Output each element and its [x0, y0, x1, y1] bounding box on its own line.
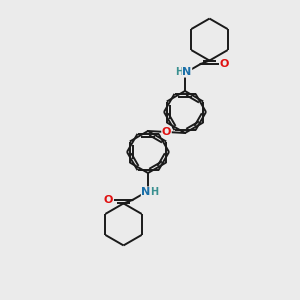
Text: N: N	[141, 187, 151, 197]
Text: O: O	[162, 127, 171, 137]
Text: H: H	[150, 187, 158, 197]
Text: O: O	[104, 195, 113, 205]
Text: H: H	[175, 67, 183, 77]
Text: O: O	[220, 59, 229, 69]
Text: N: N	[182, 67, 192, 77]
